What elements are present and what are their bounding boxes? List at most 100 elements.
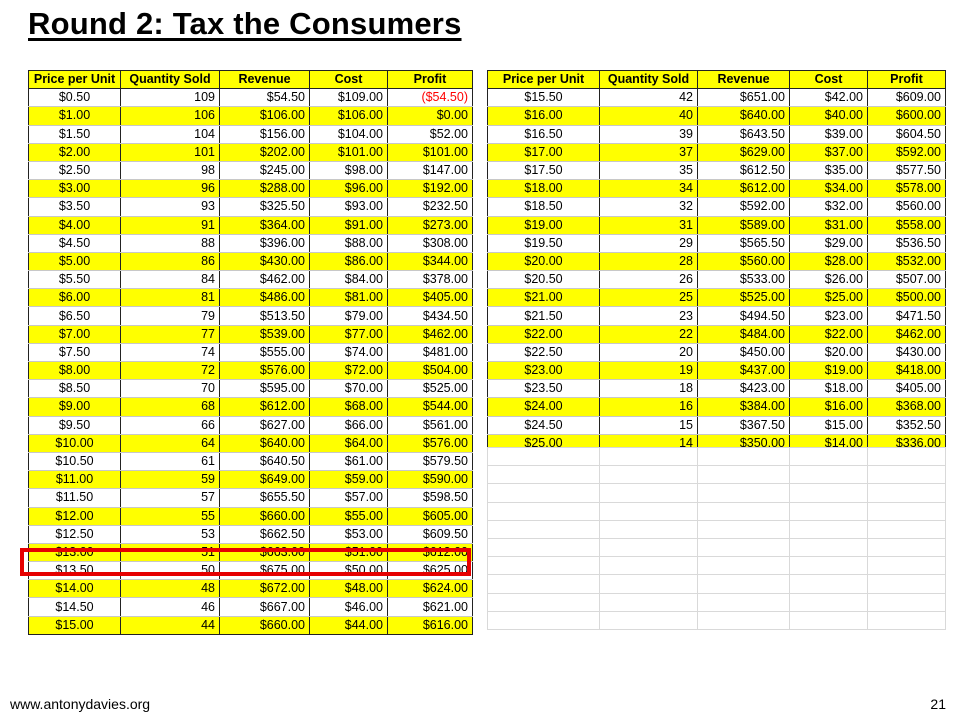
cell-cost: $44.00 bbox=[309, 615, 388, 635]
empty-row bbox=[487, 465, 946, 485]
cell-quantity: 81 bbox=[120, 288, 220, 308]
cell-quantity: 42 bbox=[599, 88, 698, 108]
cell-cost: $68.00 bbox=[309, 397, 388, 417]
cell-quantity: 46 bbox=[120, 597, 220, 617]
cell-cost: $23.00 bbox=[789, 306, 868, 326]
cell-cost: $79.00 bbox=[309, 306, 388, 326]
cell-cost: $19.00 bbox=[789, 360, 868, 381]
cell-profit: $462.00 bbox=[387, 324, 473, 344]
cell-revenue: $54.50 bbox=[219, 88, 310, 108]
cell-revenue: $245.00 bbox=[219, 160, 310, 181]
cell-quantity: 59 bbox=[120, 470, 220, 490]
table-row: $5.50 84 $462.00 $84.00 $378.00 bbox=[28, 270, 473, 290]
header-quantity: Quantity Sold bbox=[120, 69, 220, 90]
table-row: $6.00 81 $486.00 $81.00 $405.00 bbox=[28, 288, 473, 308]
table-row: $21.50 23 $494.50 $23.00 $471.50 bbox=[487, 306, 946, 326]
cell-revenue: $649.00 bbox=[219, 470, 310, 490]
cell-profit: $590.00 bbox=[387, 470, 473, 490]
cell-price: $21.50 bbox=[487, 306, 600, 326]
cell-revenue: $437.00 bbox=[697, 360, 790, 381]
cell-cost: $98.00 bbox=[309, 160, 388, 181]
cell-cost: $25.00 bbox=[789, 288, 868, 308]
cell-profit: $434.50 bbox=[387, 306, 473, 326]
cell-quantity: 55 bbox=[120, 506, 220, 526]
cell-price: $12.00 bbox=[28, 506, 121, 526]
cell-price: $11.50 bbox=[28, 488, 121, 508]
cell-revenue: $612.50 bbox=[697, 160, 790, 181]
cell-quantity: 34 bbox=[599, 179, 698, 199]
cell-revenue: $525.00 bbox=[697, 288, 790, 308]
cell-revenue: $592.00 bbox=[697, 197, 790, 217]
cell-cost: $96.00 bbox=[309, 179, 388, 199]
cell-quantity: 91 bbox=[120, 215, 220, 235]
cell-revenue: $539.00 bbox=[219, 324, 310, 344]
cell-revenue: $430.00 bbox=[219, 251, 310, 272]
empty-cell bbox=[867, 501, 946, 521]
table-row: $7.00 77 $539.00 $77.00 $462.00 bbox=[28, 324, 473, 344]
slide-title: Round 2: Tax the Consumers bbox=[28, 6, 462, 41]
cell-quantity: 72 bbox=[120, 360, 220, 381]
cell-cost: $81.00 bbox=[309, 288, 388, 308]
cell-revenue: $660.00 bbox=[219, 615, 310, 635]
empty-cell bbox=[599, 574, 698, 594]
cell-price: $3.00 bbox=[28, 179, 121, 199]
empty-cell bbox=[867, 592, 946, 612]
header-profit: Profit bbox=[387, 69, 473, 90]
cell-cost: $61.00 bbox=[309, 451, 388, 472]
cell-quantity: 101 bbox=[120, 142, 220, 162]
cell-price: $17.50 bbox=[487, 160, 600, 181]
cell-revenue: $565.50 bbox=[697, 233, 790, 253]
cell-profit: $378.00 bbox=[387, 270, 473, 290]
empty-cell bbox=[487, 574, 600, 594]
cell-profit: $504.00 bbox=[387, 360, 473, 381]
cell-cost: $48.00 bbox=[309, 579, 388, 599]
cell-profit: $405.00 bbox=[867, 379, 946, 399]
header-profit: Profit bbox=[867, 69, 946, 90]
empty-cell bbox=[487, 483, 600, 503]
table-row: $22.50 20 $450.00 $20.00 $430.00 bbox=[487, 342, 946, 363]
header-revenue: Revenue bbox=[219, 69, 310, 90]
cell-profit: $560.00 bbox=[867, 197, 946, 217]
cell-revenue: $612.00 bbox=[219, 397, 310, 417]
table-row: $23.50 18 $423.00 $18.00 $405.00 bbox=[487, 379, 946, 399]
cell-price: $23.00 bbox=[487, 360, 600, 381]
cell-profit: $52.00 bbox=[387, 124, 473, 144]
cell-cost: $66.00 bbox=[309, 415, 388, 435]
table-row: $8.50 70 $595.00 $70.00 $525.00 bbox=[28, 379, 473, 399]
cell-price: $3.50 bbox=[28, 197, 121, 217]
table-row: $24.00 16 $384.00 $16.00 $368.00 bbox=[487, 397, 946, 417]
empty-cell bbox=[867, 446, 946, 467]
cell-cost: $74.00 bbox=[309, 342, 388, 363]
empty-cell bbox=[789, 483, 868, 503]
cell-cost: $34.00 bbox=[789, 179, 868, 199]
cell-quantity: 96 bbox=[120, 179, 220, 199]
cell-profit: $273.00 bbox=[387, 215, 473, 235]
cell-profit: $604.50 bbox=[867, 124, 946, 144]
cell-price: $18.00 bbox=[487, 179, 600, 199]
empty-cell bbox=[487, 610, 600, 630]
table-row: $3.00 96 $288.00 $96.00 $192.00 bbox=[28, 179, 473, 199]
empty-cell bbox=[599, 446, 698, 467]
table-row: $19.50 29 $565.50 $29.00 $536.50 bbox=[487, 233, 946, 253]
table-row: $1.50 104 $156.00 $104.00 $52.00 bbox=[28, 124, 473, 144]
empty-cell bbox=[789, 592, 868, 612]
cell-price: $8.00 bbox=[28, 360, 121, 381]
cell-cost: $104.00 bbox=[309, 124, 388, 144]
cell-quantity: 18 bbox=[599, 379, 698, 399]
empty-cell bbox=[599, 610, 698, 630]
empty-row bbox=[487, 610, 946, 630]
cell-cost: $20.00 bbox=[789, 342, 868, 363]
cell-cost: $84.00 bbox=[309, 270, 388, 290]
cell-cost: $109.00 bbox=[309, 88, 388, 108]
empty-row bbox=[487, 501, 946, 521]
header-revenue: Revenue bbox=[697, 69, 790, 90]
empty-cell bbox=[599, 465, 698, 485]
cell-revenue: $662.50 bbox=[219, 524, 310, 544]
table-row: $8.00 72 $576.00 $72.00 $504.00 bbox=[28, 360, 473, 381]
empty-cell bbox=[697, 574, 790, 594]
table-row: $16.00 40 $640.00 $40.00 $600.00 bbox=[487, 106, 946, 126]
cell-profit: $147.00 bbox=[387, 160, 473, 181]
cell-profit: $430.00 bbox=[867, 342, 946, 363]
cell-cost: $72.00 bbox=[309, 360, 388, 381]
cell-price: $15.50 bbox=[487, 88, 600, 108]
